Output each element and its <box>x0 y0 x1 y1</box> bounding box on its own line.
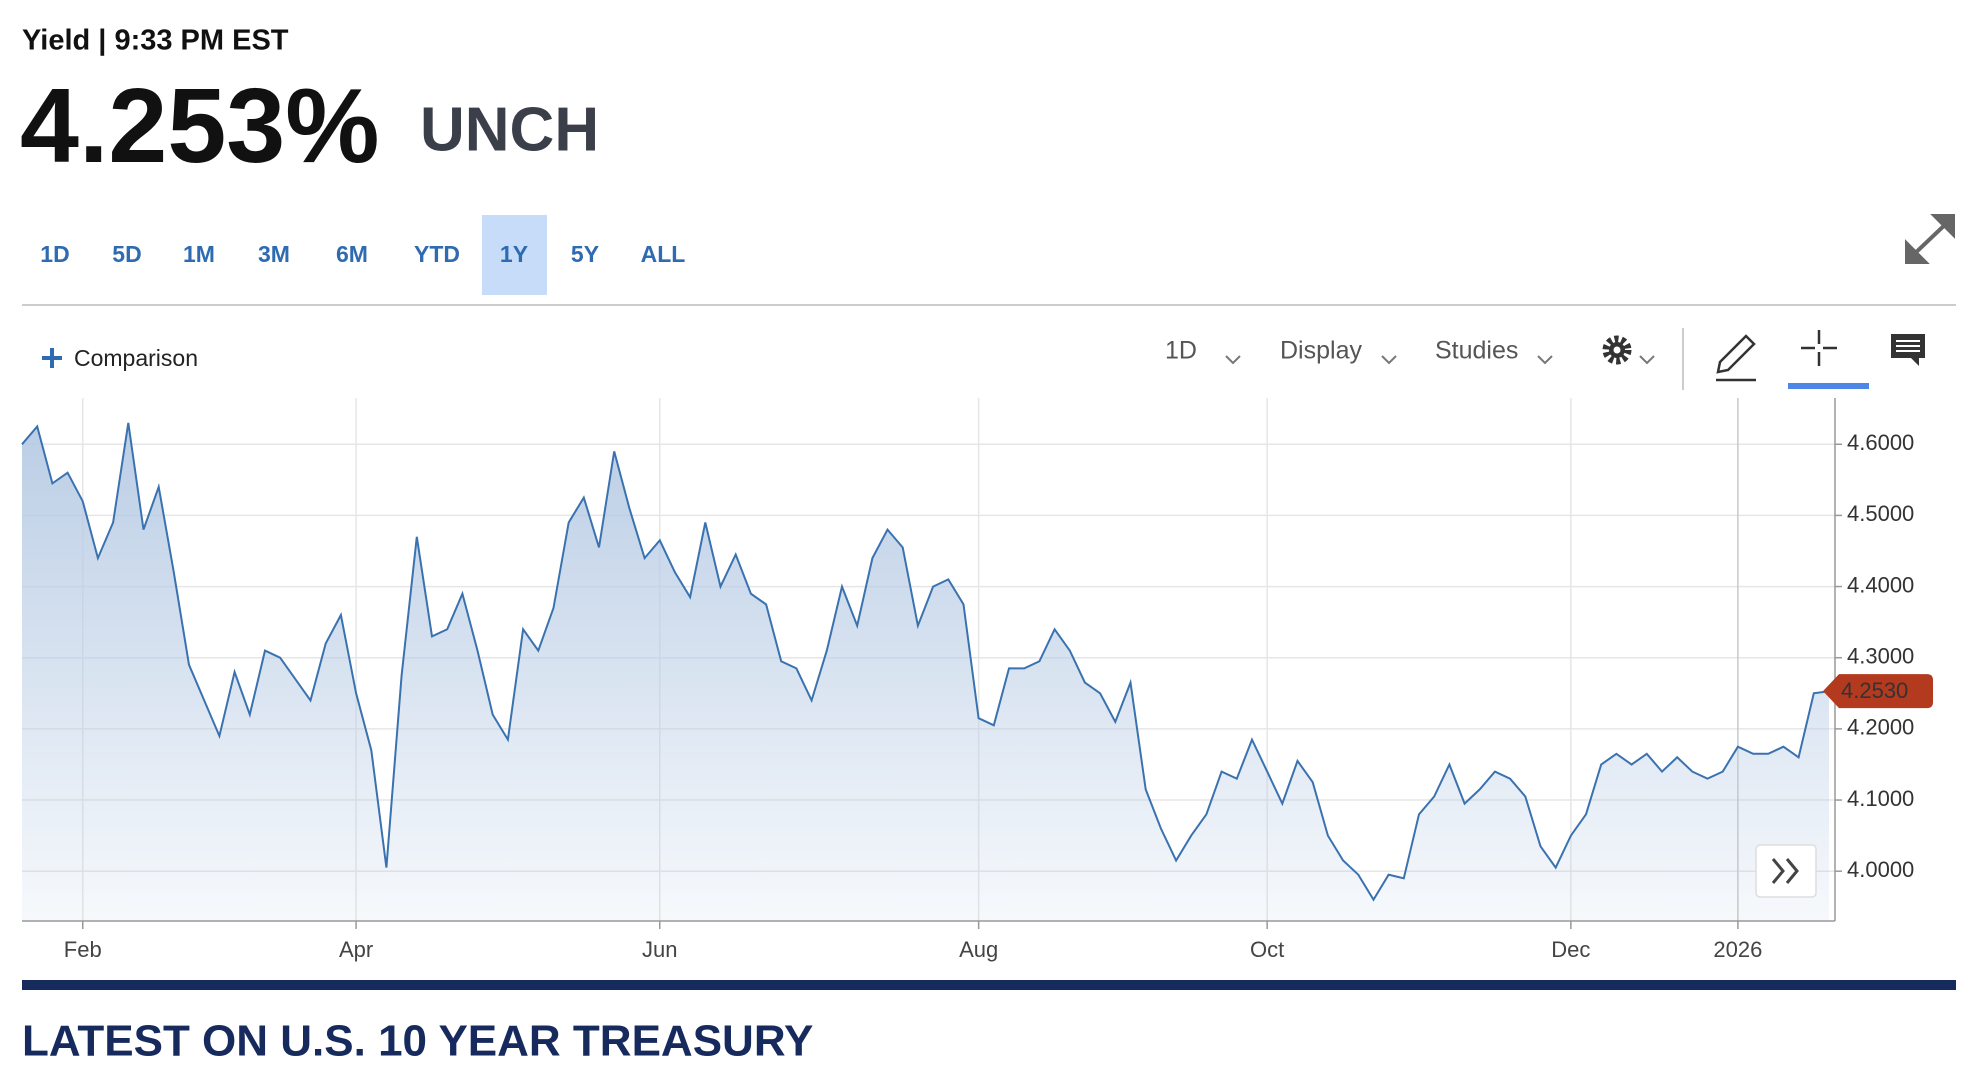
x-tick-label: Apr <box>339 937 373 962</box>
range-button[interactable]: ALL <box>641 241 686 267</box>
interval-menu[interactable]: 1D <box>1165 337 1197 365</box>
line <box>21 422 1830 902</box>
change: UNCH <box>420 95 599 164</box>
scroll-button-box <box>1755 844 1817 898</box>
y-tick-label: 4.6000 <box>1847 430 1914 455</box>
x-tick-label: Dec <box>1551 937 1590 962</box>
active-tool-underline <box>1788 383 1869 389</box>
y-tick-label: 4.2000 <box>1847 715 1914 740</box>
x-tick-label: 2026 <box>1713 937 1762 962</box>
x-tick-label: Aug <box>959 937 998 962</box>
range-button[interactable]: 1Y <box>500 241 528 267</box>
crosshair-icon[interactable] <box>1801 330 1837 366</box>
x-tick-label: Oct <box>1250 937 1284 962</box>
y-tick-label: 4.3000 <box>1847 644 1914 669</box>
y-tick-label: 4.0000 <box>1847 857 1914 882</box>
chart: 4.0000 4.1000 4.2000 4.3000 4.4000 4.5000 4.60… <box>21 398 1933 962</box>
title: Yield | 9:33 PM EST <box>22 25 289 57</box>
scroll-chevron <box>1771 858 1785 884</box>
range-button[interactable]: 1D <box>40 241 69 267</box>
range-button[interactable]: 3M <box>258 241 290 267</box>
scroll-button[interactable] <box>1755 844 1817 898</box>
studies-menu[interactable]: Studies <box>1435 337 1518 365</box>
x-tick-label: Jun <box>642 937 677 962</box>
expand-icon[interactable] <box>1905 214 1955 264</box>
comment-icon[interactable] <box>1891 334 1925 366</box>
display-menu[interactable]: Display <box>1280 337 1362 365</box>
x-tick-label: Feb <box>64 937 102 962</box>
section-bar <box>22 980 1956 990</box>
comparison-button[interactable]: Comparison <box>42 345 198 371</box>
chevrons <box>1225 355 1655 365</box>
current-value-label: 4.2530 <box>1841 678 1908 703</box>
current-value-badge <box>1823 674 1933 709</box>
range-button[interactable]: 6M <box>336 241 368 267</box>
range-selected <box>482 215 547 295</box>
y-tick-label: 4.5000 <box>1847 501 1914 526</box>
range-button[interactable]: 5Y <box>571 241 599 267</box>
section-title: LATEST ON U.S. 10 YEAR TREASURY <box>22 1017 813 1066</box>
area <box>22 422 1829 921</box>
range-button[interactable]: 1M <box>183 241 215 267</box>
settings-icon[interactable] <box>1602 335 1632 365</box>
range-button[interactable]: 5D <box>112 241 141 267</box>
range-button[interactable]: YTD <box>414 241 460 267</box>
y-tick-label: 4.1000 <box>1847 786 1914 811</box>
scroll-chevron <box>1785 858 1799 884</box>
y-tick-label: 4.4000 <box>1847 572 1914 597</box>
draw-icon[interactable] <box>1716 334 1756 382</box>
comparison-label: Comparison <box>74 345 198 371</box>
price: 4.253% <box>20 67 380 185</box>
